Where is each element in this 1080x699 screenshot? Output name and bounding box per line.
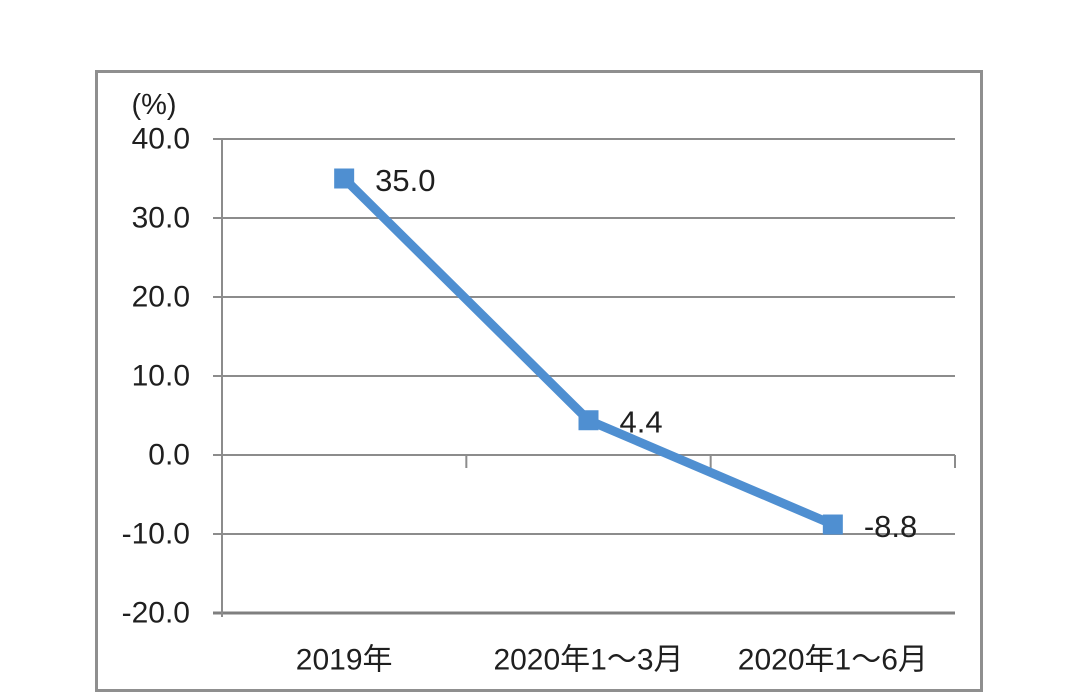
data-point-marker bbox=[822, 514, 843, 535]
data-label: 35.0 bbox=[375, 163, 435, 198]
y-tick-label: -10.0 bbox=[122, 518, 190, 551]
y-tick-label: 0.0 bbox=[148, 439, 190, 472]
data-point-marker bbox=[334, 168, 355, 189]
x-category-label: 2020年1～3月 bbox=[493, 644, 683, 677]
data-label: 4.4 bbox=[620, 405, 663, 440]
y-tick-label: 20.0 bbox=[132, 281, 190, 314]
x-category-label: 2019年 bbox=[296, 644, 393, 677]
y-tick-label: -20.0 bbox=[122, 597, 190, 630]
y-tick-label: 40.0 bbox=[132, 123, 190, 156]
chart-frame: 40.0 30.0 20.0 10.0 0.0 -10.0 -20.0 (%) 35.0 4.4 -… bbox=[95, 70, 983, 692]
y-axis-unit-label: (%) bbox=[131, 89, 176, 121]
data-line bbox=[339, 174, 838, 530]
y-tick-label: 30.0 bbox=[132, 202, 190, 235]
chart-svg: 40.0 30.0 20.0 10.0 0.0 -10.0 -20.0 (%) 35.0 4.4 -… bbox=[122, 89, 956, 677]
x-category-label: 2020年1～6月 bbox=[738, 644, 928, 677]
data-label: -8.8 bbox=[864, 509, 917, 544]
y-tick-label: 10.0 bbox=[132, 360, 190, 393]
data-point-marker bbox=[578, 410, 599, 431]
